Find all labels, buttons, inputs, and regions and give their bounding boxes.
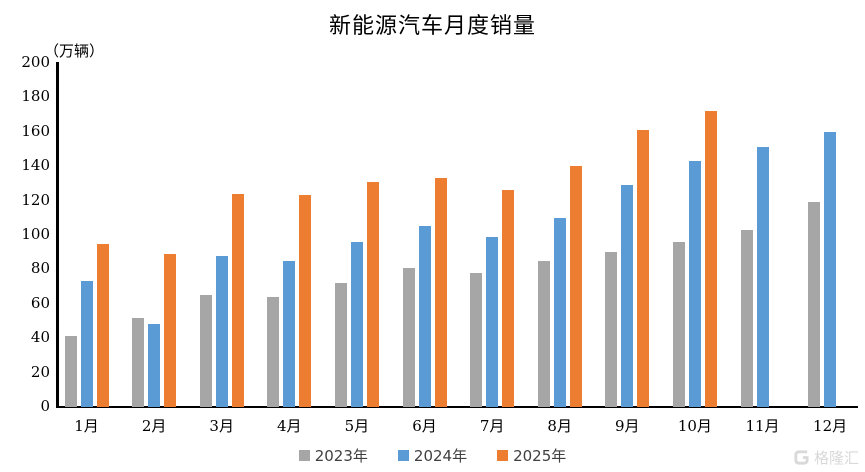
legend-label: 2024年 [413,447,468,465]
bar-2025年-9月 [637,130,650,407]
bar-2024年-10月 [688,161,701,407]
bar-2023年-8月 [537,260,550,407]
bar-2023年-11月 [740,229,753,407]
x-axis-label-10月: 10月 [677,417,712,435]
y-axis-tick-label: 140 [21,156,50,175]
bar-2025年-7月 [502,190,515,407]
plot-area [59,63,858,407]
bar-2024年-11月 [756,147,769,407]
y-axis-tick-label: 80 [30,259,50,278]
bar-2025年-6月 [434,178,447,407]
bar-2025年-2月 [164,253,177,407]
bar-2024年-4月 [283,260,296,407]
bar-2024年-12月 [824,131,837,407]
x-axis-label-4月: 4月 [277,417,302,435]
bar-group-10月 [672,63,717,407]
gelonghui-logo-icon [793,449,810,466]
bar-group-7月 [470,63,515,407]
bar-2025年-8月 [569,166,582,407]
legend-label: 2023年 [314,447,368,465]
x-axis-label-11月: 11月 [745,417,780,435]
watermark-text: 格隆汇 [813,449,859,467]
watermark: 格隆汇 [793,447,859,468]
bar-2024年-9月 [621,185,634,407]
chart-title: 新能源汽车月度销量 [328,14,536,39]
bar-2023年-1月 [64,336,77,407]
bar-2024年-7月 [486,236,499,407]
y-axis-line [56,62,59,408]
x-axis-label-1月: 1月 [74,417,99,435]
bar-group-12月 [808,63,852,407]
legend-item-2024年: 2024年 [397,445,468,466]
bar-2023年-2月 [132,317,145,407]
y-axis-tick-label: 0 [40,397,50,415]
bar-2023年-4月 [267,296,280,407]
y-axis-tick-label: 160 [21,121,50,140]
bar-2023年-6月 [402,267,415,407]
bar-2025年-5月 [366,181,379,407]
bar-2023年-12月 [808,202,821,407]
bar-2024年-6月 [418,226,431,407]
bar-group-5月 [334,63,379,407]
bar-group-11月 [740,63,785,407]
bar-2024年-1月 [80,281,93,407]
bar-group-6月 [402,63,447,407]
x-axis-label-12月: 12月 [813,417,848,435]
legend-swatch-icon [397,450,409,461]
bar-group-1月 [64,63,109,407]
bar-2023年-5月 [334,283,347,407]
legend-swatch-icon [497,450,509,461]
bar-2024年-8月 [553,217,566,407]
y-axis-tick-label: 20 [30,362,50,381]
y-axis-tick-label: 100 [21,225,50,243]
y-axis-tick-label: 200 [21,53,50,71]
y-axis-tick-label: 60 [30,293,50,312]
chart-legend: 2023年 2024年 2025年 [0,445,865,466]
bar-2023年-10月 [672,241,685,407]
y-axis-tick-label: 180 [21,87,50,106]
x-axis-label-6月: 6月 [412,417,437,435]
bar-2025年-10月 [704,111,717,407]
bar-2025年-4月 [299,195,312,407]
bar-group-9月 [605,63,650,407]
x-axis-line [56,406,858,408]
bar-2025年-1月 [96,243,109,407]
legend-label: 2025年 [513,447,567,465]
x-axis-label-9月: 9月 [615,417,640,435]
y-axis-unit-label: （万辆） [44,42,105,60]
bar-group-4月 [267,63,312,407]
bar-group-8月 [537,63,582,407]
bar-2025年-3月 [231,193,244,407]
bar-group-2月 [132,63,177,407]
legend-item-2025年: 2025年 [497,445,566,466]
x-axis-label-7月: 7月 [479,417,505,435]
bar-2023年-7月 [470,272,483,407]
y-axis-tick-label: 120 [21,190,50,209]
x-axis-label-5月: 5月 [344,417,370,435]
bar-2023年-9月 [605,252,618,407]
bar-2023年-3月 [199,295,212,407]
x-axis-label-2月: 2月 [141,417,167,435]
legend-swatch-icon [298,450,310,461]
y-axis-tick-label: 40 [30,328,50,347]
bar-2024年-3月 [215,255,228,407]
bar-2024年-2月 [148,324,161,407]
bar-group-3月 [199,63,244,407]
x-axis-label-3月: 3月 [209,417,234,435]
legend-item-2023年: 2023年 [298,445,368,466]
bar-2024年-5月 [350,241,363,407]
x-axis-label-8月: 8月 [547,417,572,435]
